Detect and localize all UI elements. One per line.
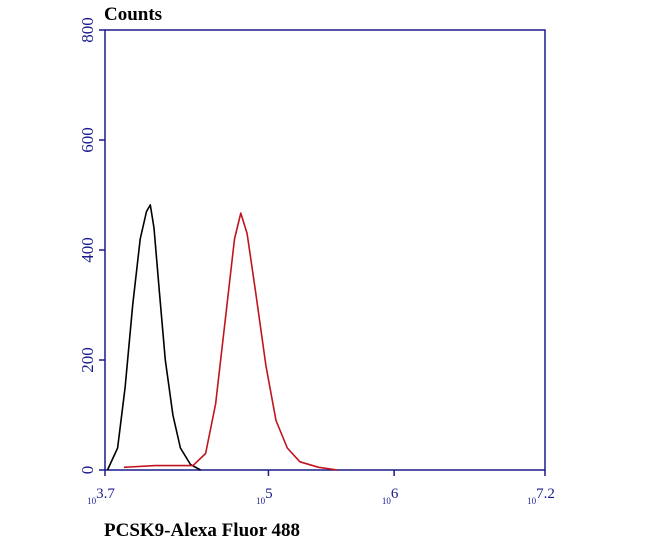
tick-base: 10 (527, 496, 537, 506)
tick-exponent: 3.7 (96, 486, 115, 502)
tick-base: 10 (87, 496, 97, 506)
x-tick-label: 107.2 (527, 486, 555, 506)
tick-base: 10 (256, 496, 266, 506)
histogram-line (106, 204, 201, 471)
x-tick-label: 103.7 (87, 486, 115, 506)
chart-title: Counts (104, 4, 162, 25)
y-tick-label: 400 (78, 237, 97, 263)
y-tick-label: 200 (78, 347, 97, 373)
histogram-line (123, 212, 338, 471)
x-tick-label: 106 (382, 486, 399, 506)
x-axis-label: PCSK9-Alexa Fluor 488 (104, 520, 300, 541)
y-tick-label: 800 (78, 17, 97, 43)
tick-exponent: 7.2 (536, 486, 555, 502)
tick-base: 10 (382, 496, 392, 506)
y-tick-label: 600 (78, 127, 97, 153)
y-tick-label: 0 (78, 466, 97, 475)
x-tick-label: 105 (256, 486, 273, 506)
tick-exponent: 5 (265, 486, 273, 502)
tick-exponent: 6 (391, 486, 399, 502)
